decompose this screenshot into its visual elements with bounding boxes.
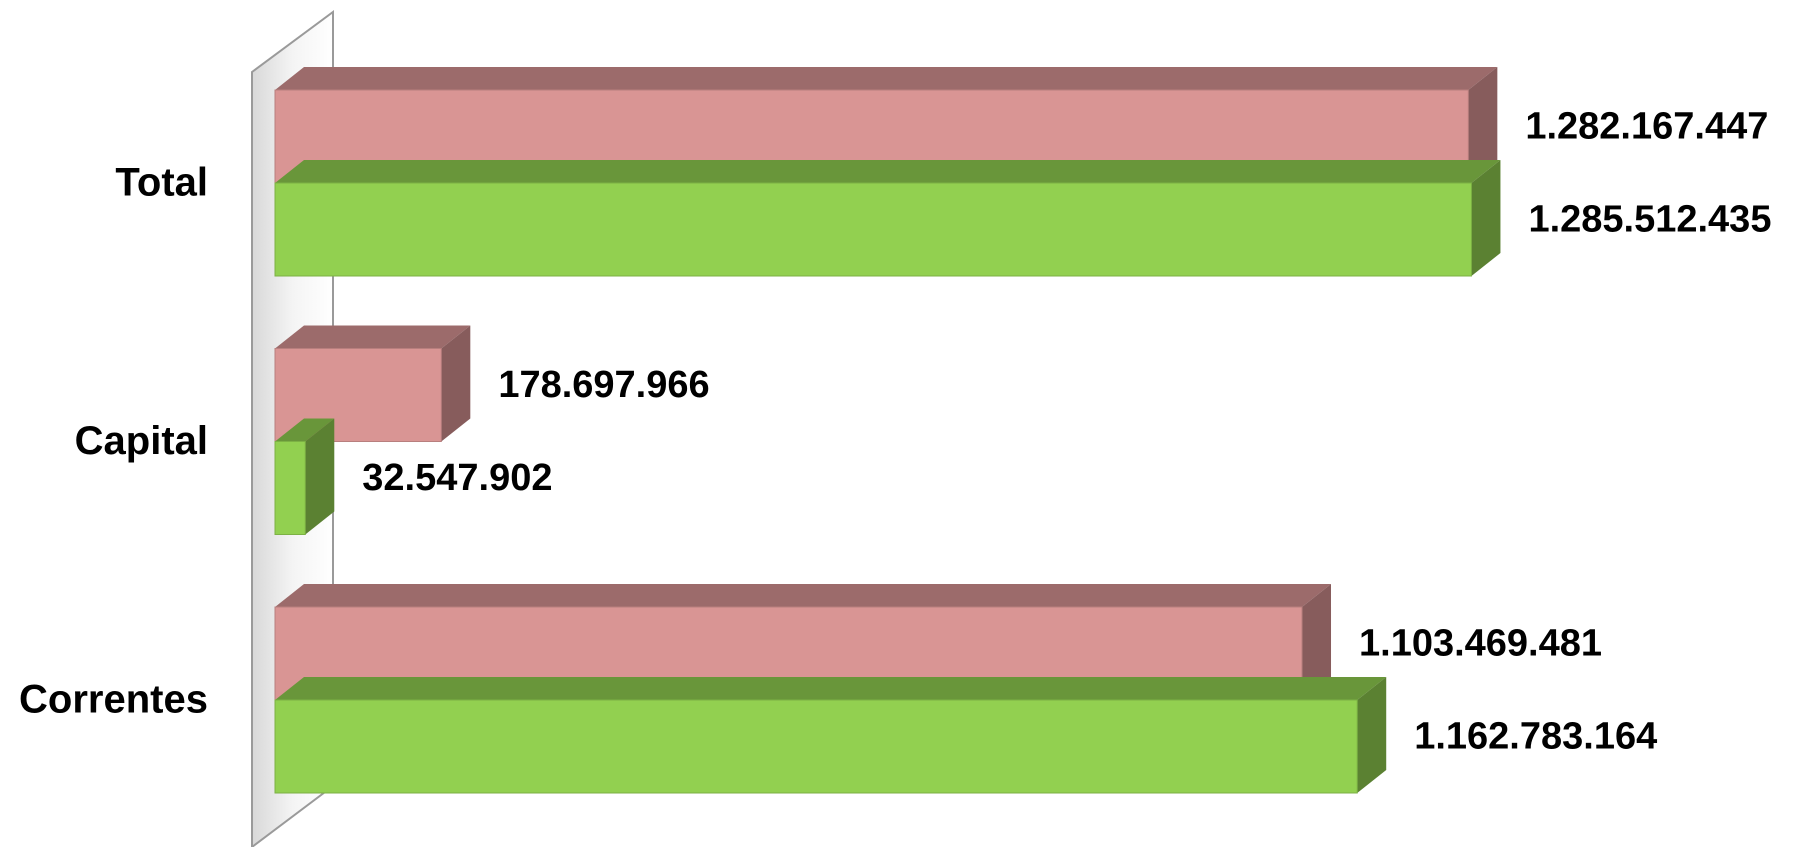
bar-side <box>1471 160 1501 276</box>
bar-top <box>275 67 1498 90</box>
category-label: Correntes <box>19 678 208 722</box>
bar-side <box>1302 584 1332 700</box>
value-label: 178.697.966 <box>498 364 709 406</box>
value-label: 1.285.512.435 <box>1528 199 1771 241</box>
bar-side <box>305 418 335 535</box>
value-label: 1.282.167.447 <box>1525 106 1768 148</box>
bar <box>274 677 1387 794</box>
bar-top <box>275 418 335 442</box>
bar <box>274 418 335 535</box>
category-label: Capital <box>75 419 208 463</box>
bar-top <box>275 677 1387 700</box>
value-label: 32.547.902 <box>362 457 552 499</box>
bar-front <box>274 441 306 535</box>
bar-top <box>275 160 1501 183</box>
bar-top <box>275 584 1332 607</box>
bar-side <box>441 325 471 442</box>
value-label: 1.103.469.481 <box>1359 623 1602 665</box>
bar-side <box>1357 677 1387 793</box>
bar-front <box>274 182 1472 277</box>
category-label: Total <box>115 161 208 205</box>
bar-top <box>275 325 471 349</box>
bar-front <box>274 699 1358 794</box>
bar-side <box>1468 67 1498 183</box>
bar <box>274 160 1501 277</box>
value-label: 1.162.783.164 <box>1414 716 1657 758</box>
